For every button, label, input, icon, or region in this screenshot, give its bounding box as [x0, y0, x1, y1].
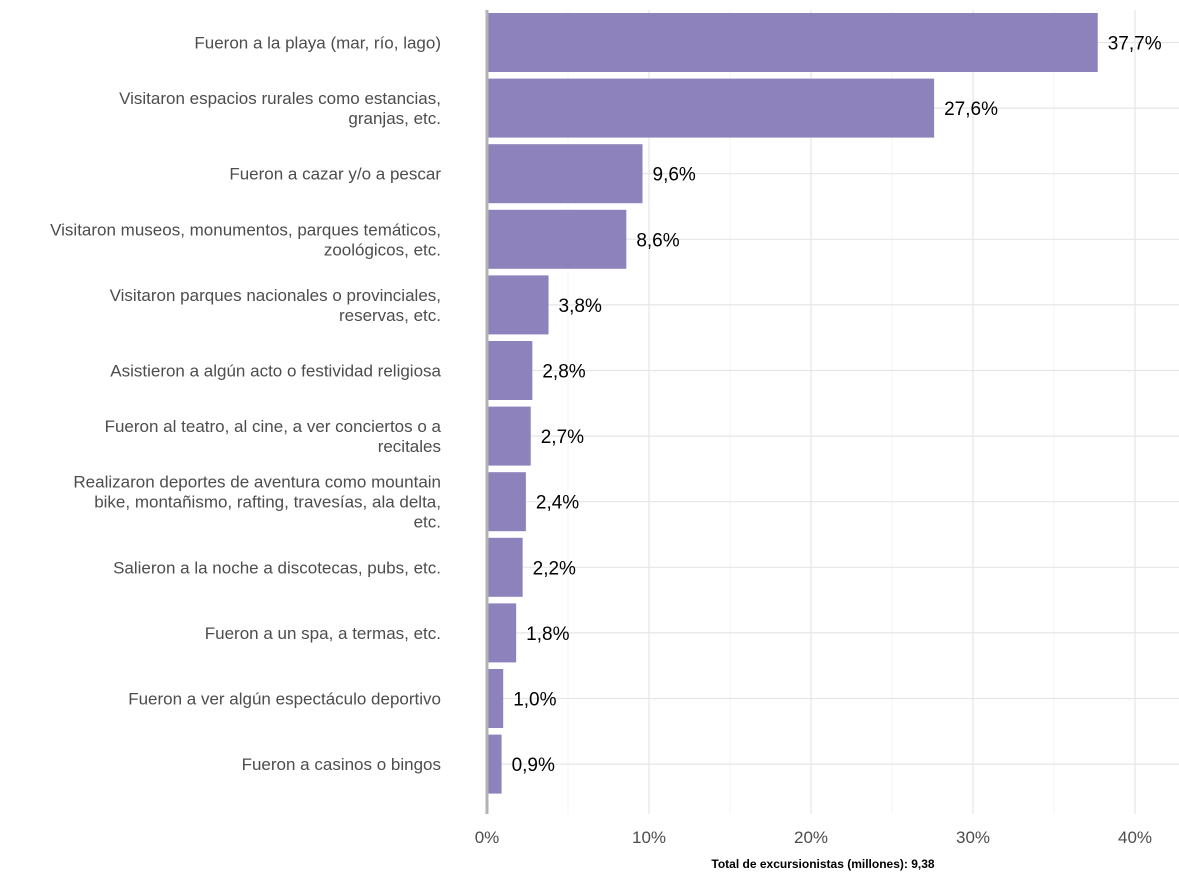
bar: [487, 78, 935, 138]
label-layer: Fueron a la playa (mar, río, lago) 37,7% V…: [50, 34, 1162, 777]
category-label: Fueron a un spa, a termas, etc.: [205, 624, 441, 643]
tick-layer: 0% 10% 20% 30% 40%: [475, 828, 1152, 847]
category-label-line: Visitaron parques nacionales o provincia…: [110, 286, 441, 305]
category-label: Fueron al teatro, al cine, a ver concier…: [105, 417, 442, 456]
category-label-line: granjas, etc.: [348, 109, 441, 128]
category-label: Fueron a cazar y/o a pescar: [229, 165, 441, 184]
value-label: 0,9%: [512, 755, 555, 776]
category-label-line: Fueron al teatro, al cine, a ver concier…: [105, 417, 442, 436]
category-label-line: etc.: [414, 513, 441, 532]
bar-layer: [487, 13, 1098, 794]
category-label-line: Visitaron museos, monumentos, parques te…: [50, 220, 441, 239]
category-label: Salieron a la noche a discotecas, pubs, …: [113, 558, 441, 577]
category-label-line: reservas, etc.: [339, 306, 441, 325]
bar: [487, 603, 517, 663]
category-label-line: Visitaron espacios rurales como estancia…: [119, 89, 441, 108]
value-label: 1,8%: [526, 624, 569, 645]
value-label: 27,6%: [944, 99, 998, 120]
bar: [487, 734, 502, 794]
value-label: 8,6%: [636, 230, 679, 251]
x-tick-label: 20%: [794, 828, 828, 847]
x-tick-label: 40%: [1118, 828, 1152, 847]
x-tick-label: 0%: [475, 828, 500, 847]
value-label: 1,0%: [513, 690, 556, 711]
bar: [487, 144, 643, 204]
category-label-line: Salieron a la noche a discotecas, pubs, …: [113, 558, 441, 577]
category-label-line: Asistieron a algún acto o festividad rel…: [110, 362, 441, 381]
category-label-line: recitales: [378, 437, 441, 456]
bar: [487, 669, 504, 728]
category-label-line: Fueron a ver algún espectáculo deportivo: [128, 690, 441, 709]
category-label: Fueron a casinos o bingos: [242, 755, 441, 774]
category-label: Realizaron deportes de aventura como mou…: [73, 473, 441, 532]
bar: [487, 341, 533, 400]
category-label-line: Fueron a la playa (mar, río, lago): [194, 34, 441, 53]
value-label: 3,8%: [559, 296, 602, 317]
category-label-line: Fueron a cazar y/o a pescar: [229, 165, 441, 184]
category-label-line: zoológicos, etc.: [324, 240, 441, 259]
value-label: 2,2%: [533, 558, 576, 579]
bar: [487, 209, 627, 269]
category-label: Visitaron espacios rurales como estancia…: [119, 89, 441, 128]
value-label: 2,7%: [541, 427, 584, 448]
x-tick-label: 10%: [632, 828, 666, 847]
x-axis-title: Total de excursionistas (millones): 9,38: [711, 857, 935, 871]
category-label-line: bike, montañismo, rafting, travesías, al…: [94, 493, 441, 512]
category-label-line: Fueron a un spa, a termas, etc.: [205, 624, 441, 643]
category-label: Visitaron museos, monumentos, parques te…: [50, 220, 441, 259]
bar: [487, 13, 1098, 72]
category-label: Fueron a ver algún espectáculo deportivo: [128, 690, 441, 709]
value-label: 9,6%: [653, 165, 696, 186]
bar: [487, 472, 526, 532]
bar: [487, 537, 523, 597]
category-label-line: Fueron a casinos o bingos: [242, 755, 441, 774]
bar: [487, 275, 549, 335]
x-tick-label: 30%: [956, 828, 990, 847]
value-label: 37,7%: [1108, 34, 1162, 55]
category-label-line: Realizaron deportes de aventura como mou…: [73, 473, 441, 492]
bar: [487, 406, 531, 466]
category-label: Asistieron a algún acto o festividad rel…: [110, 362, 441, 381]
category-label: Fueron a la playa (mar, río, lago): [194, 34, 441, 53]
value-label: 2,4%: [536, 493, 579, 514]
value-label: 2,8%: [542, 362, 585, 383]
category-label: Visitaron parques nacionales o provincia…: [110, 286, 441, 325]
